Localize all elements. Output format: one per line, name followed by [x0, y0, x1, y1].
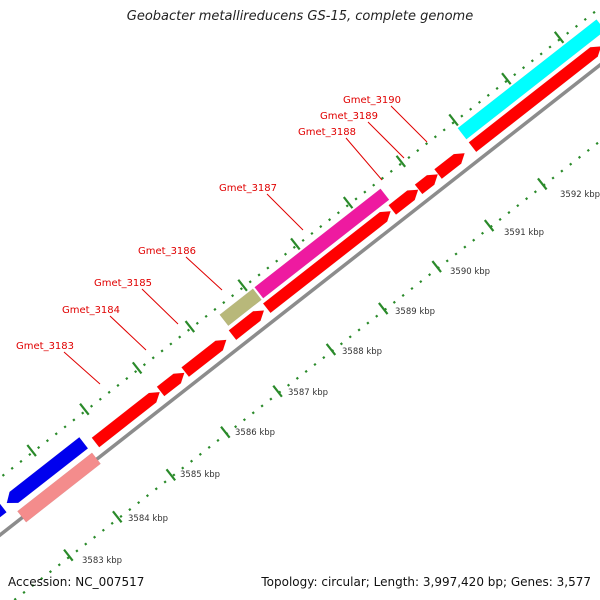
gene-label-leader-4 [185, 256, 223, 291]
gene-label-6: Gmet_3188 [298, 127, 356, 138]
upper-major-tick-11 [501, 72, 512, 85]
upper-major-tick-12 [553, 31, 565, 44]
feature-olive-block [219, 288, 262, 327]
upper-major-tick-7 [290, 237, 301, 251]
gene-label-leader-5 [266, 193, 304, 231]
tick-label-4: 3586 kbp [235, 428, 275, 438]
gene-label-4: Gmet_3186 [138, 246, 196, 257]
gene-blue-reverse-2 [0, 503, 7, 518]
tick-label-8: 3590 kbp [450, 267, 490, 277]
gene-gmet-3186-adjacent [228, 310, 265, 341]
major-tick-5 [272, 385, 283, 398]
gene-label-leader-2 [109, 315, 147, 351]
gene-gmet-3183 [91, 391, 161, 448]
map-title: Geobacter metallireducens GS-15, complet… [126, 9, 474, 24]
gene-gmet-3184 [156, 372, 185, 397]
major-tick-9 [483, 219, 495, 232]
major-tick-1 [63, 548, 74, 562]
feature-cyan-block [457, 19, 600, 140]
upper-major-tick-10 [448, 113, 459, 127]
major-tick-8 [431, 260, 442, 273]
gene-label-leader-7 [367, 121, 405, 159]
tick-label-10: 3592 kbp [560, 190, 600, 200]
accession-text: Accession: NC_007517 [8, 575, 145, 589]
tick-label-7: 3589 kbp [395, 307, 435, 317]
gene-label-leader-8 [390, 105, 428, 143]
tick-label-1: 3583 kbp [82, 556, 122, 566]
gene-label-leader-3 [141, 288, 179, 325]
genome-summary-text: Topology: circular; Length: 3,997,420 bp… [261, 575, 591, 589]
gene-gmet-3190 [434, 153, 465, 180]
gene-label-leader-6 [345, 137, 383, 181]
upper-major-tick-2 [26, 444, 37, 457]
major-tick-6 [325, 343, 337, 356]
gene-label-1: Gmet_3183 [16, 341, 74, 352]
feature-magenta-block [254, 188, 390, 299]
gene-label-3: Gmet_3185 [94, 278, 152, 289]
gene-label-8: Gmet_3190 [343, 95, 401, 106]
major-tick-4 [220, 425, 231, 439]
feature-pink-block [17, 452, 101, 523]
gene-label-5: Gmet_3187 [219, 183, 277, 194]
tick-label-6: 3588 kbp [342, 347, 382, 357]
tick-label-3: 3585 kbp [180, 470, 220, 480]
gene-gmet-3189 [414, 174, 439, 195]
upper-major-tick-8 [342, 196, 354, 209]
major-tick-7 [378, 302, 389, 315]
lower-tick-track [12, 139, 600, 600]
tick-label-2: 3584 kbp [128, 514, 168, 524]
tick-label-9: 3591 kbp [504, 228, 544, 238]
gene-gmet-3191 [468, 46, 600, 153]
major-tick-10 [537, 177, 548, 191]
gene-gmet-3187 [262, 211, 391, 314]
major-tick-2 [112, 510, 123, 524]
upper-major-tick-4 [131, 361, 143, 375]
gene-gmet-3188 [388, 189, 419, 215]
gene-gmet-3185 [181, 339, 227, 378]
gene-label-2: Gmet_3184 [62, 305, 120, 316]
upper-major-tick-5 [184, 320, 196, 333]
major-tick-3 [165, 468, 177, 482]
gene-label-7: Gmet_3189 [320, 111, 378, 122]
upper-major-tick-3 [79, 403, 90, 416]
upper-major-tick-9 [395, 155, 407, 168]
upper-major-tick-6 [237, 279, 248, 292]
gene-blue-reverse-1 [6, 436, 89, 504]
gene-label-leader-1 [63, 351, 101, 385]
tick-label-5: 3587 kbp [288, 388, 328, 398]
